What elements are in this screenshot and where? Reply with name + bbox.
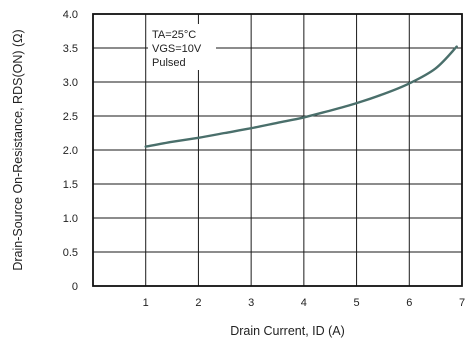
annotation-background xyxy=(148,24,216,70)
y-tick-label: 3.0 xyxy=(63,77,78,89)
x-axis-title: Drain Current, ID (A) xyxy=(230,324,345,338)
y-tick-label: 2.5 xyxy=(63,111,78,123)
y-tick-label: 3.5 xyxy=(63,43,78,55)
grid xyxy=(93,14,462,286)
x-tick-label: 7 xyxy=(459,297,465,309)
x-tick-label: 2 xyxy=(195,297,201,309)
x-tick-label: 4 xyxy=(301,297,307,309)
y-tick-label: 4.0 xyxy=(63,9,78,21)
series-line-rds-on xyxy=(144,45,458,148)
x-tick-label: 6 xyxy=(406,297,412,309)
x-tick-label: 3 xyxy=(248,297,254,309)
y-tick-label: 2.0 xyxy=(63,145,78,157)
x-tick-label: 1 xyxy=(143,297,149,309)
annotation-gate-voltage: VGS=10V xyxy=(152,43,202,55)
annotation-pulsed: Pulsed xyxy=(152,57,186,69)
y-tick-label: 1.5 xyxy=(63,179,78,191)
x-tick-label: 5 xyxy=(354,297,360,309)
plot-frame xyxy=(92,13,463,287)
y-tick-label: 1.0 xyxy=(63,213,78,225)
tick-labels: 1 2 3 4 5 6 7 0 0.5 1.0 1.5 2.0 2.5 3.0 3.5 4.0 xyxy=(63,9,465,309)
y-axis-title: Drain-Source On-Resistance, RDS(ON) (Ω) xyxy=(11,29,25,270)
annotation-temperature: TA=25°C xyxy=(152,29,196,41)
y-tick-label: 0.5 xyxy=(63,247,78,259)
y-tick-label: 0 xyxy=(72,281,78,293)
